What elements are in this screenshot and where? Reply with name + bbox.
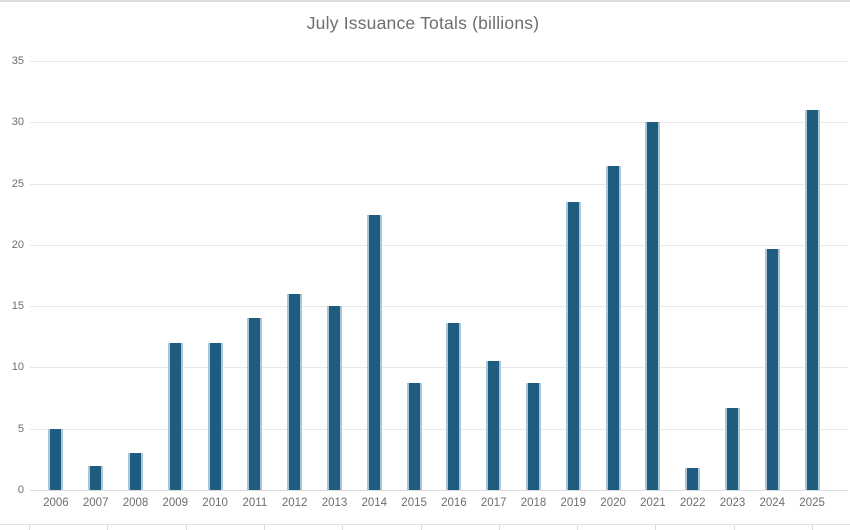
worksheet-column-tick xyxy=(577,525,579,530)
worksheet-column-tick xyxy=(420,525,422,530)
worksheet-row-border xyxy=(0,524,850,525)
y-axis-tick-label: 10 xyxy=(11,361,24,374)
gridline-y-20 xyxy=(30,244,848,246)
worksheet-column-tick xyxy=(498,525,500,530)
bar-2020 xyxy=(605,166,621,490)
gridline-y-30 xyxy=(30,122,848,124)
worksheet-column-tick xyxy=(263,525,265,530)
bar-2018 xyxy=(526,383,541,490)
bar-2009 xyxy=(167,342,183,490)
bar-2016 xyxy=(446,323,462,490)
bar-2007 xyxy=(88,465,104,490)
bar-2025 xyxy=(804,110,820,490)
x-axis-label-2008: 2008 xyxy=(122,497,149,509)
y-axis-tick-label: 35 xyxy=(11,55,24,67)
bar-2010 xyxy=(207,342,223,490)
x-axis-label-2018: 2018 xyxy=(520,497,547,509)
chart-title: July Issuance Totals (billions) xyxy=(306,13,540,33)
gridline-y-15 xyxy=(30,306,848,308)
x-axis-label-2007: 2007 xyxy=(82,497,109,509)
x-axis-label-2014: 2014 xyxy=(361,497,388,509)
x-axis-label-2022: 2022 xyxy=(679,497,706,509)
bar-2023 xyxy=(725,407,740,490)
x-axis-label-2025: 2025 xyxy=(799,497,825,509)
y-axis-tick-label: 25 xyxy=(11,177,24,190)
bar-2017 xyxy=(486,361,502,490)
bar-2011 xyxy=(247,318,263,490)
x-axis-label-2015: 2015 xyxy=(401,497,427,509)
worksheet-column-tick xyxy=(342,525,344,530)
x-axis-label-2009: 2009 xyxy=(162,497,189,509)
x-axis-label-2013: 2013 xyxy=(321,497,348,509)
y-axis-tick-label: 15 xyxy=(11,300,24,313)
bar-2015 xyxy=(406,383,422,490)
gridline-y-0 xyxy=(30,490,848,491)
bar-2012 xyxy=(287,293,303,490)
y-axis-tick-label: 0 xyxy=(17,484,24,496)
gridline-y-10 xyxy=(30,367,848,369)
worksheet-column-tick xyxy=(733,525,735,530)
x-axis-label-2010: 2010 xyxy=(202,497,228,509)
bar-2006 xyxy=(48,428,64,490)
x-axis-label-2006: 2006 xyxy=(43,497,69,509)
worksheet-column-tick xyxy=(185,525,187,530)
bar-2014 xyxy=(366,215,382,490)
gridline-y-5 xyxy=(30,428,848,430)
bar-2022 xyxy=(685,467,701,490)
bar-2013 xyxy=(327,306,342,490)
gridline-y-25 xyxy=(30,183,848,185)
x-axis-label-2021: 2021 xyxy=(640,497,666,509)
x-axis-label-2016: 2016 xyxy=(441,497,467,509)
x-axis-label-2023: 2023 xyxy=(719,497,746,509)
x-axis-label-2011: 2011 xyxy=(242,497,268,509)
worksheet-column-tick xyxy=(107,525,109,530)
worksheet-column-tick xyxy=(655,525,657,530)
window-top-border xyxy=(0,0,850,2)
y-axis-tick-label: 20 xyxy=(11,238,24,251)
x-axis-label-2020: 2020 xyxy=(600,497,626,509)
gridline-y-35 xyxy=(30,61,848,62)
y-axis-tick-label: 30 xyxy=(11,116,24,129)
x-axis-label-2012: 2012 xyxy=(281,497,308,509)
x-axis-label-2017: 2017 xyxy=(480,497,507,509)
bar-2008 xyxy=(128,453,143,490)
x-axis-label-2019: 2019 xyxy=(560,497,587,509)
worksheet-column-tick xyxy=(812,525,813,530)
bar-2019 xyxy=(565,202,581,490)
x-axis-label-2024: 2024 xyxy=(759,497,786,509)
bar-2024 xyxy=(764,248,780,490)
bar-2021 xyxy=(645,122,661,490)
y-axis-tick-label: 5 xyxy=(17,422,24,435)
worksheet-column-tick xyxy=(29,525,30,530)
